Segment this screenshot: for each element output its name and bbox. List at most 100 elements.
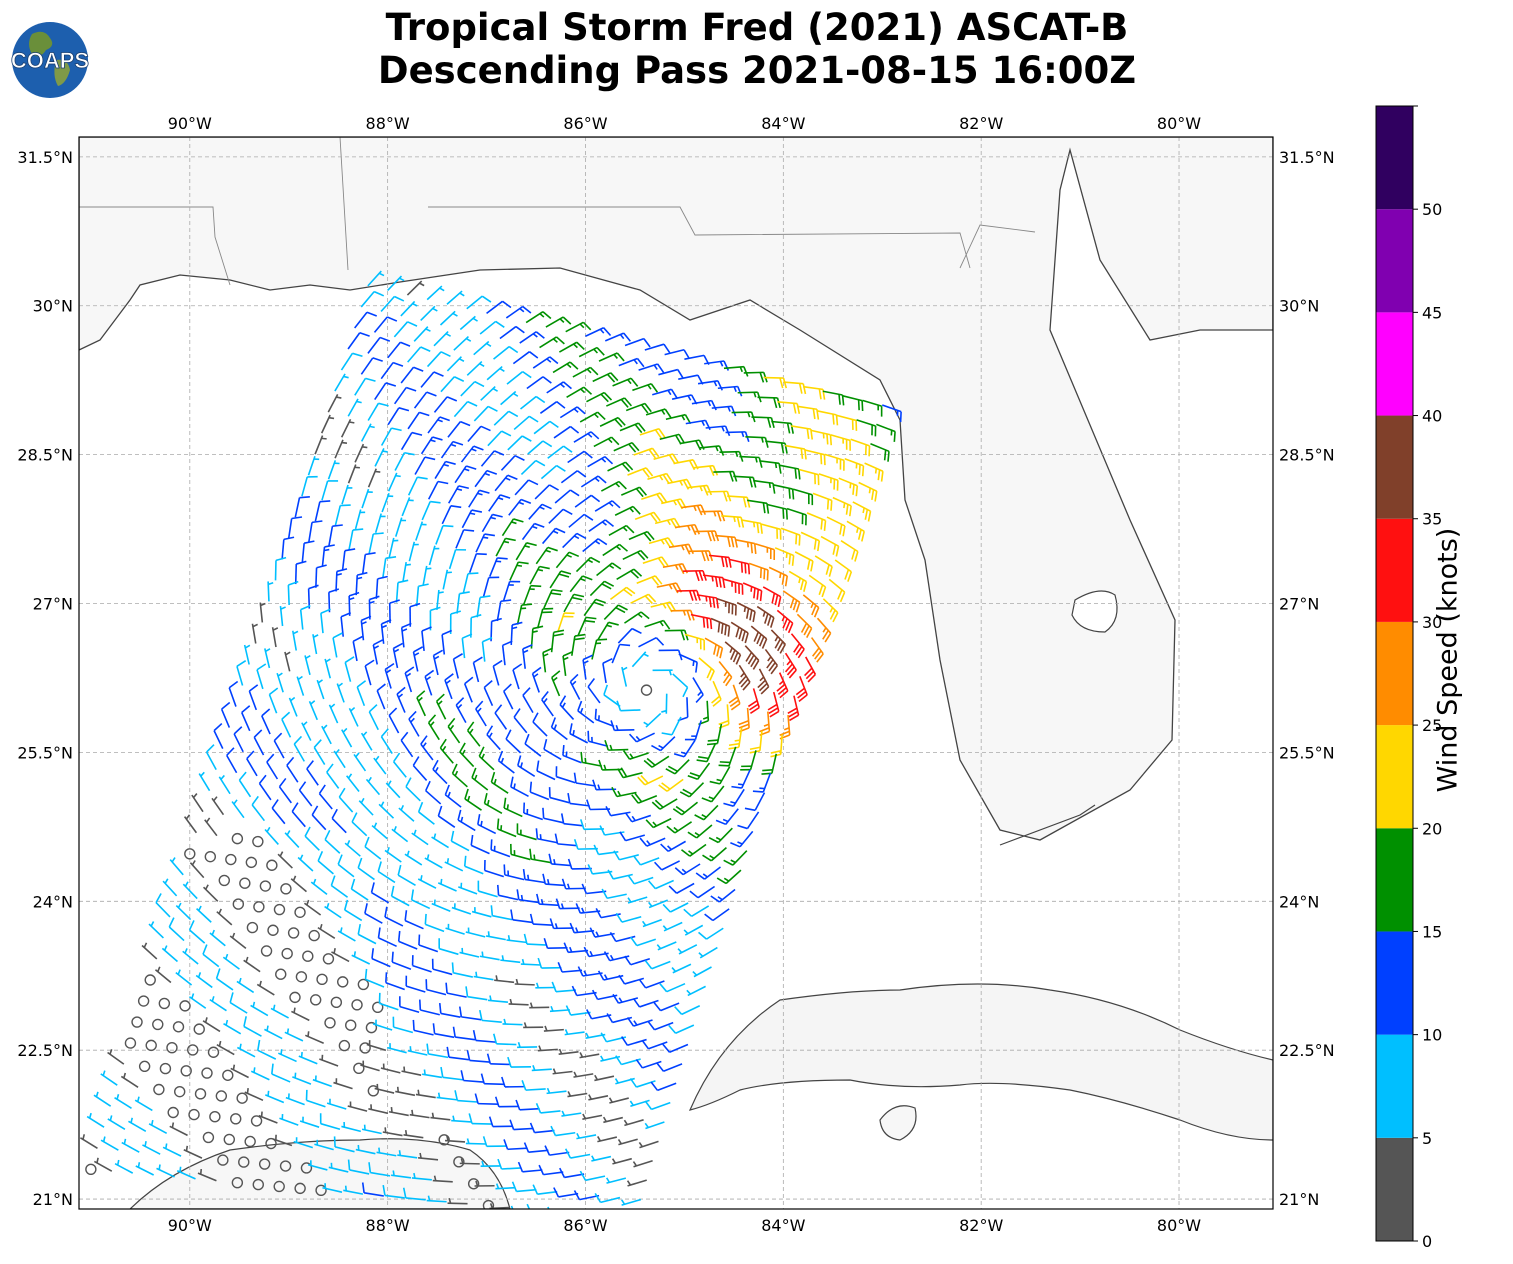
- wind-barb: [731, 769, 751, 789]
- wind-barb: [683, 905, 710, 917]
- wind-barb: [321, 724, 332, 745]
- wind-barb: [704, 637, 724, 659]
- wind-barb: [400, 366, 424, 384]
- wind-barb: [193, 1023, 205, 1035]
- wind-barb: [466, 295, 492, 310]
- wind-barb: [757, 668, 770, 695]
- wind-barb: [426, 351, 451, 368]
- wind-barb: [611, 786, 637, 798]
- wind-barb: [693, 464, 719, 476]
- wind-barb: [304, 654, 311, 675]
- wind-barb: [634, 511, 661, 523]
- wind-barb: [273, 1180, 285, 1193]
- wind-barb: [618, 974, 645, 985]
- wind-barb: [539, 336, 565, 349]
- wind-barb: [555, 551, 580, 569]
- wind-barb: [474, 1093, 499, 1106]
- wind-barb: [330, 996, 343, 1009]
- wind-barb: [474, 1180, 495, 1187]
- wind-barb: [174, 1085, 186, 1098]
- wind-barb: [399, 996, 420, 1014]
- wind-barb: [569, 922, 595, 934]
- wind-barb: [490, 839, 511, 858]
- wind-barb: [812, 492, 833, 511]
- lon-tick-top: 82°W: [959, 114, 1003, 133]
- wind-barb: [401, 497, 414, 517]
- wind-barb: [664, 629, 689, 641]
- wind-barb: [461, 633, 473, 659]
- wind-barb: [308, 700, 319, 721]
- wind-barb: [510, 843, 531, 861]
- wind-barb: [445, 923, 465, 935]
- wind-barb: [554, 489, 580, 504]
- wind-barb: [301, 721, 312, 741]
- wind-barb: [826, 516, 846, 537]
- wind-barb: [515, 542, 537, 561]
- wind-barb: [427, 714, 440, 741]
- wind-barb: [272, 1134, 293, 1147]
- wind-barb: [267, 924, 279, 936]
- wind-barb: [431, 833, 449, 849]
- wind-barb: [610, 1215, 635, 1224]
- wind-barb: [152, 1018, 164, 1031]
- wind-barb: [650, 1081, 677, 1092]
- wind-barb: [479, 1009, 502, 1023]
- wind-barb: [624, 611, 650, 624]
- wind-barb: [382, 555, 397, 579]
- wind-barb: [436, 1092, 457, 1101]
- wind-barb: [378, 992, 399, 1011]
- lat-tick-right: 22.5°N: [1279, 1041, 1335, 1060]
- wind-barb: [273, 903, 286, 916]
- wind-barb: [698, 700, 710, 726]
- wind-barb: [264, 648, 271, 669]
- lat-tick-left: 31.5°N: [17, 148, 73, 167]
- wind-barb: [730, 830, 754, 848]
- wind-barb: [432, 1023, 455, 1039]
- wind-barb: [222, 953, 240, 970]
- wind-barb: [502, 580, 521, 601]
- wind-barb: [487, 430, 512, 447]
- wind-barb: [182, 948, 199, 965]
- wind-barb: [324, 903, 342, 919]
- wind-barb: [501, 1076, 525, 1088]
- wind-barb: [154, 966, 172, 984]
- wind-barb: [392, 752, 407, 778]
- wind-barb: [328, 1162, 349, 1173]
- wind-barb: [561, 878, 586, 890]
- wind-barb: [412, 646, 424, 672]
- wind-barb: [424, 669, 435, 696]
- wind-barb: [417, 801, 435, 825]
- wind-barb: [744, 645, 760, 670]
- colorbar-tick-label: 25: [1422, 716, 1442, 735]
- wind-barb: [532, 712, 548, 737]
- wind-barb: [621, 1198, 642, 1206]
- wind-barb: [701, 785, 725, 803]
- wind-barb: [721, 515, 745, 528]
- wind-barb: [840, 539, 859, 562]
- wind-barb: [328, 524, 343, 547]
- wind-barb: [541, 690, 554, 717]
- wind-barb: [288, 696, 298, 717]
- wind-barb: [668, 543, 694, 555]
- wind-barb: [670, 609, 695, 621]
- wind-barb: [338, 787, 354, 813]
- wind-barb: [196, 905, 212, 923]
- wind-barb: [631, 793, 658, 804]
- wind-barb: [728, 727, 743, 750]
- wind-barb: [554, 833, 578, 847]
- wind-barb: [776, 609, 794, 634]
- wind-barb: [828, 578, 846, 603]
- wind-barb: [481, 513, 503, 533]
- wind-barb: [708, 827, 733, 844]
- wind-barb: [771, 420, 794, 434]
- wind-barb: [138, 1060, 151, 1073]
- wind-barb: [292, 1072, 312, 1085]
- wind-barb: [338, 1039, 351, 1052]
- wind-barb: [324, 1017, 336, 1029]
- wind-barb: [598, 759, 623, 771]
- wind-barb: [332, 632, 343, 658]
- wind-barb: [631, 651, 649, 668]
- wind-barb: [716, 869, 742, 885]
- wind-barb: [543, 738, 562, 761]
- wind-barb: [561, 1110, 582, 1117]
